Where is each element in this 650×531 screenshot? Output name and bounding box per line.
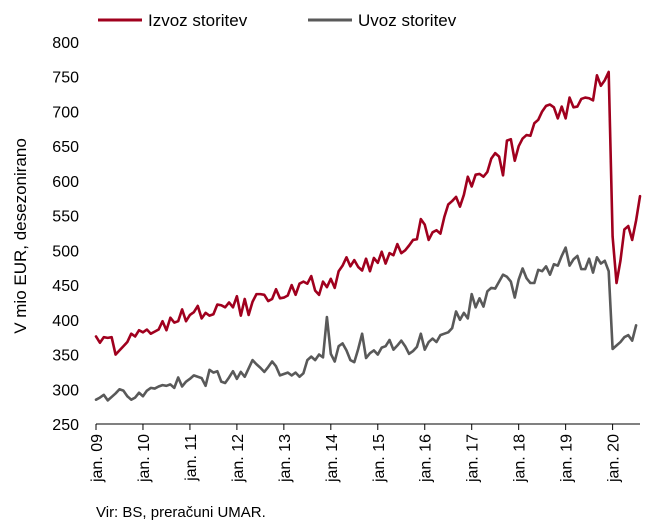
y-tick-label: 350 [52,348,79,365]
x-tick-label: jan. 10 [136,434,153,483]
x-axis: jan. 09 jan. 10 jan. 11 jan. 12 jan. 13 jan. … [89,423,640,483]
source-note: Vir: BS, preračuni UMAR. [96,504,266,521]
x-tick-label: jan. 09 [89,434,106,483]
y-tick-label: 750 [52,70,79,87]
y-tick-label: 450 [52,278,79,295]
x-tick-label: jan. 20 [606,434,623,483]
y-tick-label: 250 [52,417,79,434]
y-tick-label: 400 [52,313,79,330]
y-tick-label: 700 [52,104,79,121]
legend-label-export: Izvoz storitev [148,11,248,30]
x-tick-label: jan. 16 [418,434,435,483]
y-tick-label: 800 [52,35,79,52]
series-line-export [94,70,642,356]
legend-label-import: Uvoz storitev [358,11,457,30]
series-line-import [94,246,638,402]
x-tick-label: jan. 13 [277,434,294,483]
x-tick-label: jan. 12 [230,434,247,483]
y-axis-label: V mio EUR, desezonirano [11,138,30,334]
y-tick-label: 300 [52,382,79,399]
y-tick-label: 650 [52,139,79,156]
series-layer [94,70,642,402]
x-tick-label: jan. 19 [559,434,576,483]
x-tick-label: jan. 18 [512,434,529,483]
y-tick-label: 600 [52,174,79,191]
x-tick-label: jan. 17 [465,434,482,483]
x-tick-label: jan. 14 [324,434,341,483]
y-tick-label: 550 [52,209,79,226]
y-tick-label: 500 [52,243,79,260]
x-tick-label: jan. 11 [183,434,200,482]
y-axis-ticks: 250 300 350 400 450 500 550 600 650 700 750 800 [52,35,79,434]
x-tick-label: jan. 15 [371,434,388,483]
